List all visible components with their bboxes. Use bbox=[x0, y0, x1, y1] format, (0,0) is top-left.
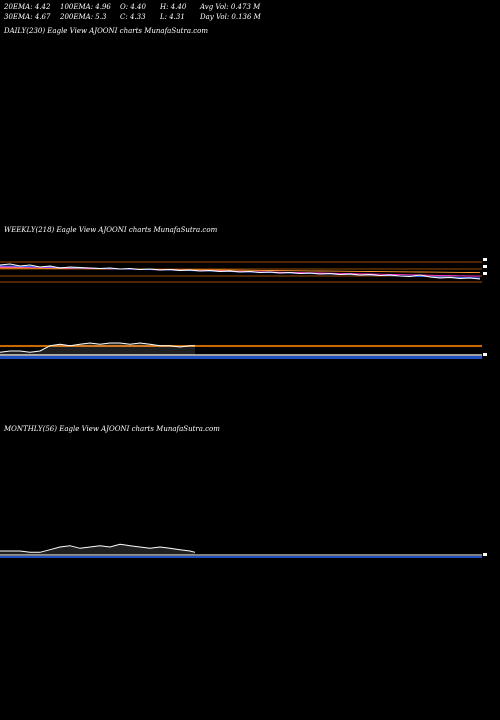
weekly-indicator-chart bbox=[0, 342, 487, 359]
monthly-panel-label: MONTHLY(56) Eagle View AJOONI charts Mun… bbox=[4, 425, 220, 433]
high-value: H: 4.40 bbox=[160, 3, 187, 11]
open-value: O: 4.40 bbox=[120, 3, 146, 11]
ema20-value: 20EMA: 4.42 bbox=[4, 3, 51, 11]
indicator-line bbox=[0, 342, 195, 353]
axis-tick-marker bbox=[483, 272, 487, 275]
weekly-panel-label: WEEKLY(218) Eagle View AJOONI charts Mun… bbox=[4, 226, 218, 234]
monthly-indicator-chart bbox=[0, 543, 487, 558]
weekly-price-chart bbox=[0, 258, 487, 283]
indicator-area bbox=[0, 343, 195, 355]
volume-strip bbox=[0, 556, 482, 558]
axis-tick-marker bbox=[483, 353, 487, 356]
avg-vol-value: Avg Vol: 0.473 M bbox=[200, 3, 261, 11]
indicator-area bbox=[0, 544, 195, 555]
ema100-value: 100EMA: 4.96 bbox=[60, 3, 111, 11]
axis-tick-marker bbox=[483, 258, 487, 261]
day-vol-value: Day Vol: 0.136 M bbox=[200, 13, 261, 21]
indicator-line bbox=[0, 543, 196, 553]
close-value: C: 4.33 bbox=[120, 13, 146, 21]
volume-strip bbox=[0, 356, 482, 359]
axis-tick-marker bbox=[483, 265, 487, 268]
daily-panel-label: DAILY(230) Eagle View AJOONI charts Muna… bbox=[4, 27, 208, 35]
low-value: L: 4.31 bbox=[160, 13, 185, 21]
price-series-line bbox=[0, 263, 481, 280]
axis-tick-marker bbox=[483, 553, 487, 556]
ema200-value: 200EMA: 5.3 bbox=[60, 13, 107, 21]
ema30-value: 30EMA: 4.67 bbox=[4, 13, 51, 21]
